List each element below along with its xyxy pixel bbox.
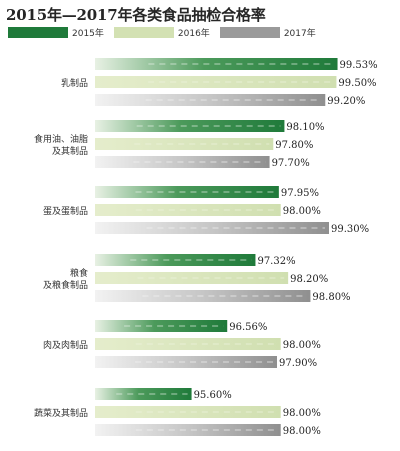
legend-label-2015: 2015年: [72, 28, 104, 39]
data-label-2015: 96.56%: [229, 322, 267, 333]
category-label: 及其制品: [52, 145, 88, 157]
bar-2015: [95, 120, 285, 132]
data-label-2017: 98.00%: [283, 426, 321, 437]
data-label-2016: 98.00%: [283, 408, 321, 419]
bar-2015: [95, 186, 279, 198]
legend-swatch-2015: [8, 26, 68, 38]
category-label: 食用油、油脂: [34, 133, 88, 145]
data-label-2017: 99.20%: [327, 96, 365, 107]
bar-2016: [95, 406, 281, 418]
bar-2016: [95, 204, 281, 216]
category-label: 蔬菜及其制品: [34, 407, 88, 419]
legend-swatch-2016: [113, 26, 174, 38]
data-label-2015: 98.10%: [286, 122, 324, 133]
chart-title: 2015年—2017年各类食品抽检合格率: [6, 6, 266, 24]
bar-2017: [95, 222, 329, 234]
data-label-2016: 98.00%: [283, 206, 321, 217]
data-label-2015: 99.53%: [340, 60, 378, 71]
bar-2016: [95, 338, 281, 350]
data-label-2016: 98.20%: [290, 274, 328, 285]
category-label: 肉及肉制品: [43, 339, 88, 351]
data-label-2017: 97.70%: [272, 158, 310, 169]
bar-2017: [95, 424, 281, 436]
bar-2017: [95, 356, 277, 368]
legend-swatch-2017: [219, 26, 280, 38]
legend-item-2016: 2016年: [113, 26, 210, 39]
category-label: 粮食: [70, 267, 88, 279]
data-label-2016: 98.00%: [283, 340, 321, 351]
category-label: 蛋及蛋制品: [43, 205, 88, 217]
legend-label-2016: 2016年: [177, 28, 210, 39]
legend: 2015年 2016年 2017年: [8, 26, 326, 39]
legend-item-2017: 2017年: [219, 26, 316, 39]
legend-item-2015: 2015年: [8, 26, 104, 39]
data-label-2015: 97.95%: [281, 188, 319, 199]
data-label-2015: 97.32%: [257, 256, 295, 267]
data-label-2017: 97.90%: [279, 358, 317, 369]
data-label-2017: 99.30%: [331, 224, 369, 235]
data-label-2016: 97.80%: [275, 140, 313, 151]
legend-label-2017: 2017年: [283, 28, 316, 39]
data-label-2015: 95.60%: [194, 390, 232, 401]
category-label: 乳制品: [61, 77, 88, 89]
category-label: 及粮食制品: [43, 279, 88, 291]
bar-2017: [95, 94, 326, 106]
data-label-2017: 98.80%: [312, 292, 350, 303]
data-label-2016: 99.50%: [338, 78, 376, 89]
bar-2016: [95, 272, 289, 284]
